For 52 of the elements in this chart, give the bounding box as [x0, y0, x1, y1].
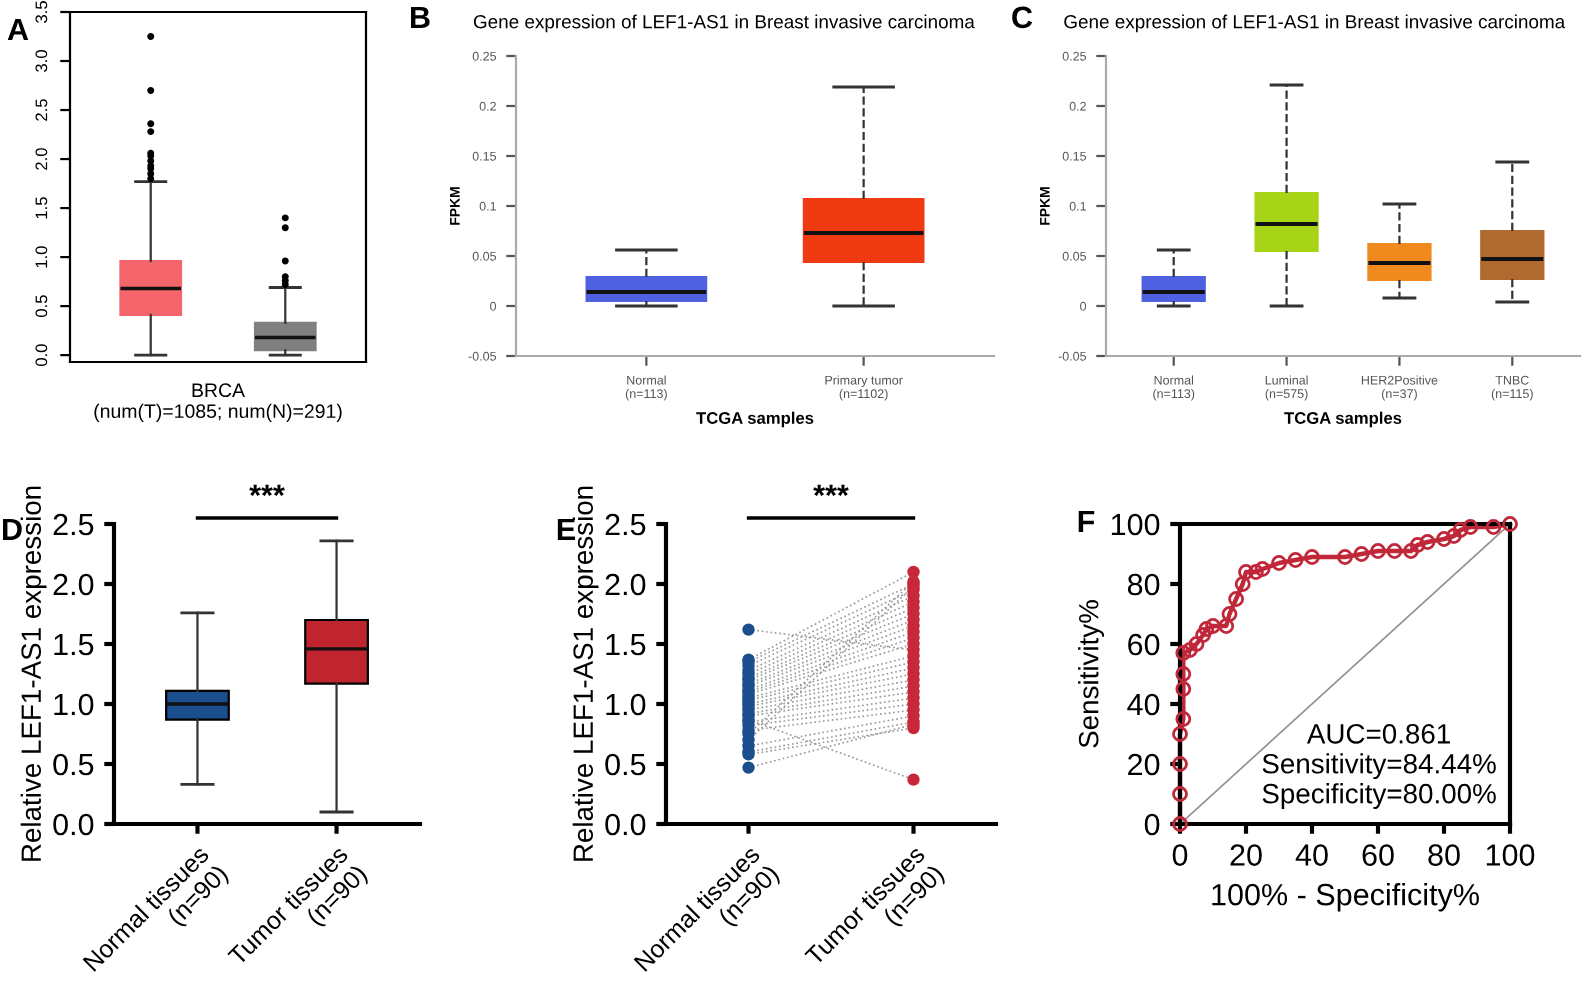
y-tick-label: 0.0: [605, 813, 646, 836]
text: E: [557, 518, 575, 540]
x-axis-title: BRCA (num(T)=1085; num(N)=291): [94, 383, 342, 422]
y-tick-label: 20: [1128, 753, 1160, 776]
annotation: AUC=0.861: [1306, 724, 1450, 744]
x-tick-label: 20: [1230, 844, 1262, 866]
text: ***: [813, 484, 849, 497]
y-tick-label: 40: [1127, 693, 1160, 716]
y-tick-label: 1.5: [606, 634, 646, 656]
y-axis-title: Relative LEF1-AS1 expression: [20, 486, 47, 861]
x-tick-label: 100: [1486, 844, 1535, 866]
y-tick-label: 60: [1128, 633, 1160, 656]
y-tick-label: 0.0: [35, 344, 48, 367]
chart-title: Gene expression of LEF1-AS1 in Breast invasive carcinoma: [473, 14, 975, 33]
y-tick-label: 2.0: [53, 573, 94, 596]
x-tick-label: 60: [1362, 844, 1394, 866]
y-tick-label: 2.5: [605, 513, 646, 536]
text: F: [1078, 510, 1095, 532]
x-tick-label: 0: [1172, 844, 1188, 866]
y-tick-label: 1.0: [54, 693, 94, 716]
y-tick-label: 0.0: [53, 813, 94, 836]
y-tick-label: 0.5: [35, 295, 48, 318]
y-tick-label: 2.5: [53, 513, 94, 536]
text: ***: [249, 484, 285, 497]
chart-title: Gene expression of LEF1-AS1 in Breast invasive carcinoma: [1064, 14, 1566, 33]
text: B: [411, 6, 430, 28]
y-axis-title: Relative LEF1-AS1 expression: [572, 486, 599, 861]
y-tick-label: 2.0: [35, 148, 48, 170]
y-axis-title: Sensitivity%: [1078, 600, 1105, 748]
y-tick-label: 80: [1127, 573, 1160, 596]
text: D: [3, 518, 22, 540]
text: A: [7, 18, 29, 40]
y-tick-label: 1.0: [606, 693, 646, 716]
annotation: Sensitivity=84.44%: [1262, 753, 1496, 780]
y-tick-label: 1.0: [35, 246, 48, 268]
y-tick-label: 3.0: [35, 50, 48, 72]
y-tick-label: 3.5: [35, 1, 48, 23]
y-tick-label: 0.5: [53, 753, 94, 776]
x-tick-label: 80: [1428, 844, 1460, 866]
y-tick-label: 2.0: [605, 573, 646, 596]
y-tick-label: 1.5: [35, 197, 48, 219]
x-axis-title: TCGA samples: [696, 411, 814, 428]
annotation: Specificity=80.00%: [1262, 783, 1496, 809]
y-tick-label: 2.5: [35, 99, 48, 121]
x-tick-label: 40: [1295, 844, 1328, 866]
y-tick-label: 0.5: [605, 753, 646, 776]
y-tick-label: 0: [1144, 813, 1160, 836]
x-axis-title: 100% - Specificity%: [1212, 883, 1479, 912]
x-axis-title: TCGA samples: [1284, 411, 1402, 428]
y-tick-label: 1.5: [54, 634, 94, 656]
text: C: [1012, 6, 1033, 29]
y-tick-label: 100: [1111, 513, 1160, 536]
